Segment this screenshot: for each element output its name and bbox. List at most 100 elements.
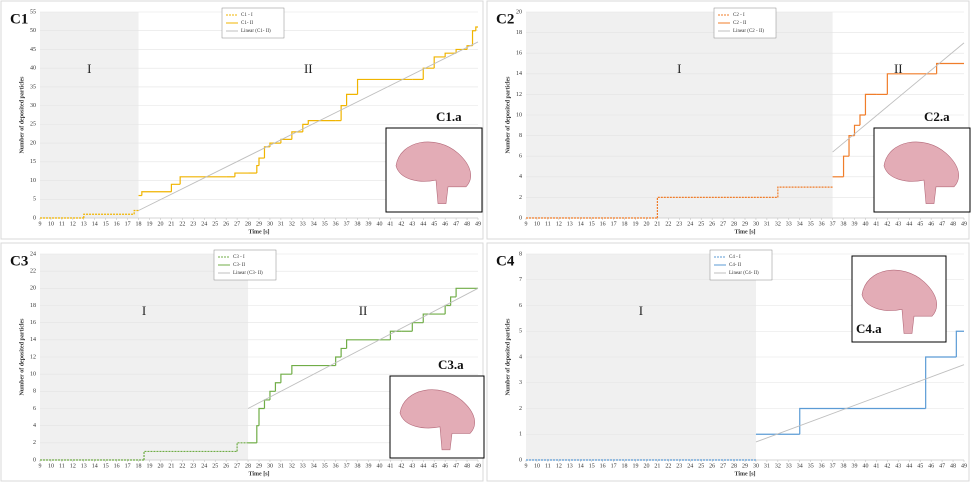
x-tick-label: 29 xyxy=(742,463,748,469)
y-tick-label: 35 xyxy=(30,84,36,90)
x-tick-label: 16 xyxy=(600,463,606,469)
x-tick-label: 43 xyxy=(409,463,415,469)
x-tick-label: 24 xyxy=(687,463,693,469)
x-tick-label: 28 xyxy=(245,463,251,469)
x-tick-label: 26 xyxy=(709,463,715,469)
x-tick-label: 49 xyxy=(961,463,967,469)
x-tick-label: 28 xyxy=(245,221,251,227)
y-tick-label: 0 xyxy=(33,457,36,463)
x-tick-label: 34 xyxy=(797,221,803,227)
x-tick-label: 22 xyxy=(665,463,671,469)
x-tick-label: 32 xyxy=(775,463,781,469)
x-tick-label: 13 xyxy=(81,463,87,469)
y-tick-label: 55 xyxy=(30,9,36,15)
x-tick-label: 26 xyxy=(223,221,229,227)
y-tick-label: 14 xyxy=(30,337,36,343)
x-tick-label: 35 xyxy=(322,463,328,469)
inset-label: C1.a xyxy=(436,109,462,124)
x-tick-label: 21 xyxy=(654,221,660,227)
x-tick-label: 42 xyxy=(398,463,404,469)
region-label: II xyxy=(359,303,368,318)
x-tick-label: 32 xyxy=(775,221,781,227)
x-tick-label: 35 xyxy=(322,221,328,227)
y-tick-label: 3 xyxy=(519,380,522,386)
x-tick-label: 33 xyxy=(300,463,306,469)
y-tick-label: 0 xyxy=(33,215,36,221)
x-tick-label: 9 xyxy=(525,463,528,469)
x-tick-label: 9 xyxy=(39,463,42,469)
y-tick-label: 18 xyxy=(516,30,522,36)
x-tick-label: 16 xyxy=(114,221,120,227)
legend-label: Linear (C4- II) xyxy=(729,271,759,276)
x-tick-label: 25 xyxy=(212,221,218,227)
y-tick-label: 22 xyxy=(30,269,36,275)
x-tick-label: 20 xyxy=(643,221,649,227)
x-axis-label: Time [s] xyxy=(248,471,269,477)
x-tick-label: 41 xyxy=(873,221,879,227)
x-tick-label: 44 xyxy=(906,221,912,227)
y-tick-label: 20 xyxy=(516,9,522,15)
x-tick-label: 29 xyxy=(256,463,262,469)
x-tick-label: 39 xyxy=(852,463,858,469)
x-tick-label: 17 xyxy=(125,221,131,227)
y-tick-label: 4 xyxy=(519,354,522,360)
legend-label: C2 - II xyxy=(733,21,747,26)
y-tick-label: 8 xyxy=(519,251,522,257)
x-tick-label: 48 xyxy=(950,463,956,469)
x-tick-label: 15 xyxy=(589,221,595,227)
x-tick-label: 43 xyxy=(895,463,901,469)
x-tick-label: 48 xyxy=(464,463,470,469)
y-tick-label: 4 xyxy=(519,174,522,180)
x-tick-label: 44 xyxy=(906,463,912,469)
x-tick-label: 36 xyxy=(819,463,825,469)
region-label: I xyxy=(87,61,91,76)
y-tick-label: 8 xyxy=(519,133,522,139)
region-label: I xyxy=(677,61,681,76)
x-tick-label: 10 xyxy=(534,463,540,469)
x-tick-label: 36 xyxy=(333,221,339,227)
x-tick-label: 41 xyxy=(873,463,879,469)
x-tick-label: 15 xyxy=(103,221,109,227)
x-tick-label: 11 xyxy=(545,221,551,227)
x-tick-label: 24 xyxy=(201,221,207,227)
x-tick-label: 48 xyxy=(464,221,470,227)
legend-label: Linear (C1- II) xyxy=(241,29,271,34)
legend-label: C4- II xyxy=(729,263,741,268)
y-tick-label: 6 xyxy=(33,406,36,412)
y-tick-label: 50 xyxy=(30,28,36,34)
x-tick-label: 37 xyxy=(830,463,836,469)
x-tick-label: 46 xyxy=(928,463,934,469)
x-tick-label: 33 xyxy=(786,221,792,227)
x-tick-label: 20 xyxy=(643,463,649,469)
x-tick-label: 31 xyxy=(278,463,284,469)
y-tick-label: 30 xyxy=(30,103,36,109)
inset-label: C2.a xyxy=(924,109,950,124)
x-tick-label: 39 xyxy=(366,221,372,227)
legend-label: C2 - I xyxy=(733,13,745,18)
x-tick-label: 23 xyxy=(676,463,682,469)
x-tick-label: 27 xyxy=(720,463,726,469)
y-tick-label: 45 xyxy=(30,47,36,53)
panel-title: C1 xyxy=(10,11,28,27)
x-tick-label: 19 xyxy=(633,463,639,469)
y-tick-label: 8 xyxy=(33,389,36,395)
legend-label: C3 - I xyxy=(233,255,245,260)
x-tick-label: 34 xyxy=(311,463,317,469)
x-tick-label: 32 xyxy=(289,463,295,469)
x-tick-label: 24 xyxy=(201,463,207,469)
x-tick-label: 17 xyxy=(611,221,617,227)
y-tick-label: 20 xyxy=(30,140,36,146)
x-tick-label: 34 xyxy=(797,463,803,469)
x-tick-label: 48 xyxy=(950,221,956,227)
x-tick-label: 35 xyxy=(808,463,814,469)
figure: 0510152025303540455055910111213141516171… xyxy=(0,0,972,484)
x-tick-label: 27 xyxy=(234,221,240,227)
x-tick-label: 9 xyxy=(39,221,42,227)
x-tick-label: 44 xyxy=(420,463,426,469)
x-tick-label: 12 xyxy=(70,221,76,227)
x-tick-label: 12 xyxy=(70,463,76,469)
x-tick-label: 12 xyxy=(556,463,562,469)
y-tick-label: 24 xyxy=(30,251,36,257)
x-tick-label: 47 xyxy=(939,221,945,227)
